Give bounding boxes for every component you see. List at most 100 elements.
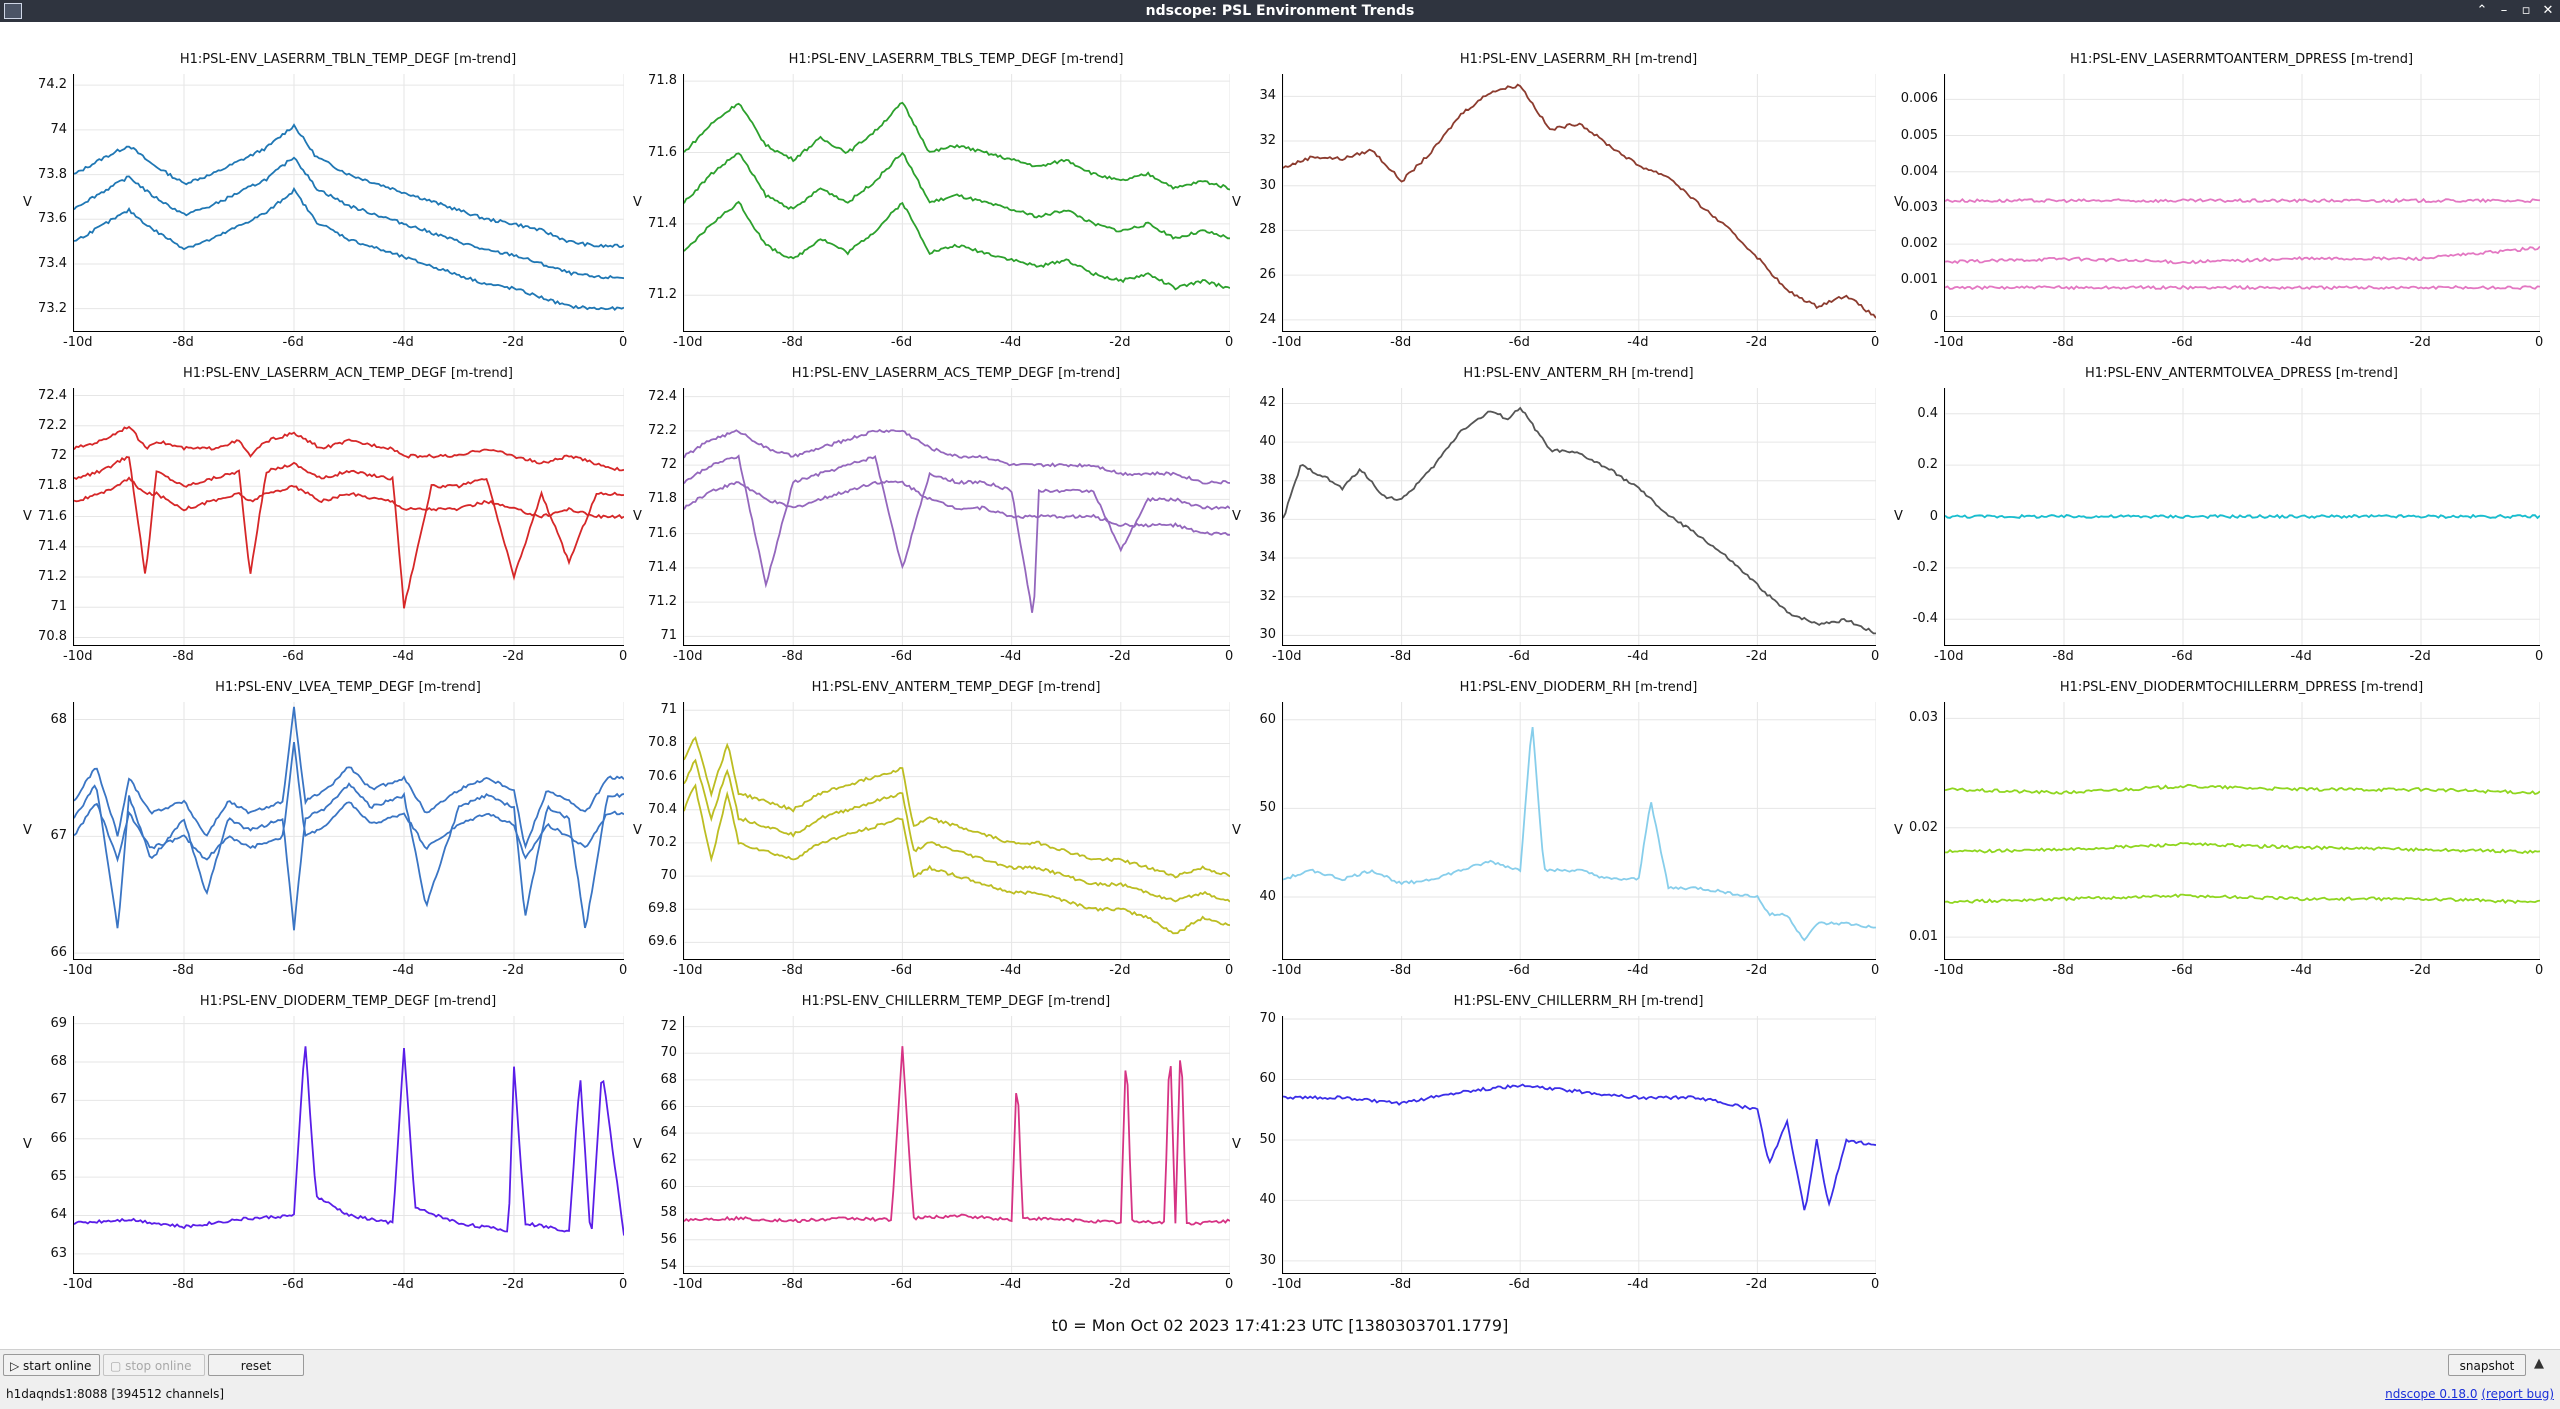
x-tick-label: -2d	[1745, 1277, 1768, 1292]
y-tick-label: 32	[1259, 588, 1276, 604]
series-line-1	[1945, 841, 2540, 855]
x-tick-label: -4d	[392, 335, 414, 350]
plot-area[interactable]	[1944, 702, 2540, 960]
start-online-button[interactable]: ▷ start online	[3, 1354, 100, 1376]
y-axis-label: V	[23, 822, 32, 838]
x-tick-label: -8d	[172, 963, 194, 978]
minimize-icon[interactable]: –	[2500, 3, 2508, 18]
series-line-2	[1945, 893, 2540, 905]
plot-area[interactable]	[73, 702, 624, 960]
x-tick-label: 0	[619, 649, 628, 664]
control-bar: ▷ start online ▢ stop online reset snaps…	[0, 1349, 2560, 1380]
x-tick-label: -8d	[172, 649, 194, 664]
y-tick-label: 70.8	[38, 629, 67, 645]
plot-area[interactable]	[1282, 74, 1876, 332]
x-tick-label: -4d	[392, 649, 414, 664]
x-tick-label: 0	[1871, 963, 1880, 978]
plot-area[interactable]	[1944, 74, 2540, 332]
close-icon[interactable]: ✕	[2542, 3, 2554, 18]
plot-area[interactable]	[73, 388, 624, 646]
x-tick-label: -10d	[673, 649, 703, 664]
y-axis-label: V	[23, 194, 32, 210]
y-tick-label: 67	[50, 1092, 67, 1108]
x-tick-label: -6d	[1508, 1277, 1530, 1292]
maximize-icon[interactable]: ▫	[2521, 3, 2531, 18]
x-tick-label: -10d	[1272, 1277, 1302, 1292]
y-tick-label: 68	[50, 1054, 67, 1070]
server-status: h1daqnds1:8088 [394512 channels]	[6, 1387, 225, 1401]
y-tick-label: 71.8	[38, 478, 67, 494]
y-tick-label: 71.2	[648, 594, 677, 610]
plot-area[interactable]	[73, 1016, 624, 1274]
plot-grid: H1:PSL-ENV_LASERRM_TBLN_TEMP_DEGF [m-tre…	[0, 22, 2560, 1322]
series-line-0	[684, 1046, 1230, 1226]
y-tick-label: 69	[50, 1015, 67, 1031]
x-tick-label: -4d	[1000, 649, 1022, 664]
y-axis-label: V	[1894, 822, 1903, 838]
x-tick-label: -10d	[1272, 963, 1302, 978]
x-tick-label: -8d	[781, 649, 803, 664]
x-tick-label: -6d	[282, 649, 304, 664]
x-tick-label: -2d	[1109, 963, 1131, 978]
plot-svg	[684, 388, 1230, 645]
window-title: ndscope: PSL Environment Trends	[1145, 3, 1415, 19]
plot-svg	[1283, 388, 1876, 645]
x-tick-label: -2d	[2409, 649, 2431, 664]
plot-title: H1:PSL-ENV_ANTERM_RH [m-trend]	[1463, 366, 1694, 381]
plot-svg	[1945, 388, 2540, 645]
y-tick-label: 71	[660, 628, 677, 644]
plot-area[interactable]	[1282, 388, 1876, 646]
y-tick-label: 69.8	[648, 901, 677, 917]
x-tick-label: -8d	[1390, 963, 1412, 978]
series-line-0	[684, 428, 1230, 485]
y-axis-label: V	[23, 508, 32, 524]
x-tick-label: -2d	[1109, 335, 1131, 350]
y-tick-label: 74	[50, 121, 67, 137]
y-axis-label: V	[1232, 822, 1241, 838]
y-tick-label: 72.4	[648, 388, 677, 404]
y-tick-label: 71.6	[648, 525, 677, 541]
y-tick-label: 58	[660, 1205, 677, 1221]
series-line-0	[74, 706, 624, 850]
keep-above-icon[interactable]: ⌃	[2476, 3, 2488, 18]
expand-arrow-icon[interactable]: ▲	[2534, 1356, 2544, 1371]
series-line-2	[1945, 284, 2540, 291]
plot-area[interactable]	[683, 1016, 1230, 1274]
plot-area[interactable]	[73, 74, 624, 332]
x-tick-label: -2d	[1745, 963, 1768, 978]
app-icon	[4, 3, 22, 19]
plot-svg	[1283, 1016, 1876, 1273]
plot-area[interactable]	[1282, 702, 1876, 960]
plot-area[interactable]	[683, 388, 1230, 646]
y-tick-label: 54	[660, 1258, 677, 1274]
series-line-1	[684, 454, 1230, 613]
y-tick-label: 50	[1259, 1131, 1276, 1147]
y-tick-label: 34	[1259, 550, 1276, 566]
plot-area[interactable]	[683, 74, 1230, 332]
y-tick-label: 68	[660, 1071, 677, 1087]
version-link[interactable]: ndscope 0.18.0	[2385, 1387, 2478, 1401]
x-tick-label: -4d	[1627, 1277, 1649, 1292]
x-tick-label: -4d	[392, 963, 414, 978]
plot-area[interactable]	[683, 702, 1230, 960]
reset-button[interactable]: reset	[208, 1354, 304, 1376]
y-tick-label: 30	[1259, 1252, 1276, 1268]
series-line-0	[74, 123, 624, 249]
y-tick-label: 67	[50, 828, 67, 844]
x-tick-label: -10d	[1934, 649, 1964, 664]
report-bug-link[interactable]: (report bug)	[2481, 1387, 2554, 1401]
y-axis-label: V	[1894, 194, 1903, 210]
plot-area[interactable]	[1944, 388, 2540, 646]
x-tick-label: -10d	[1934, 335, 1964, 350]
snapshot-button[interactable]: snapshot	[2448, 1354, 2526, 1376]
plot-svg	[74, 74, 624, 331]
x-tick-label: -8d	[1390, 1277, 1412, 1292]
y-tick-label: 70.2	[648, 834, 677, 850]
x-tick-label: -4d	[1000, 335, 1022, 350]
x-tick-label: -8d	[781, 335, 803, 350]
plot-area[interactable]	[1282, 1016, 1876, 1274]
y-tick-label: 0.03	[1909, 710, 1938, 726]
series-line-1	[74, 456, 624, 609]
plot-svg	[1283, 702, 1876, 959]
snapshot-label: snapshot	[2459, 1359, 2515, 1373]
